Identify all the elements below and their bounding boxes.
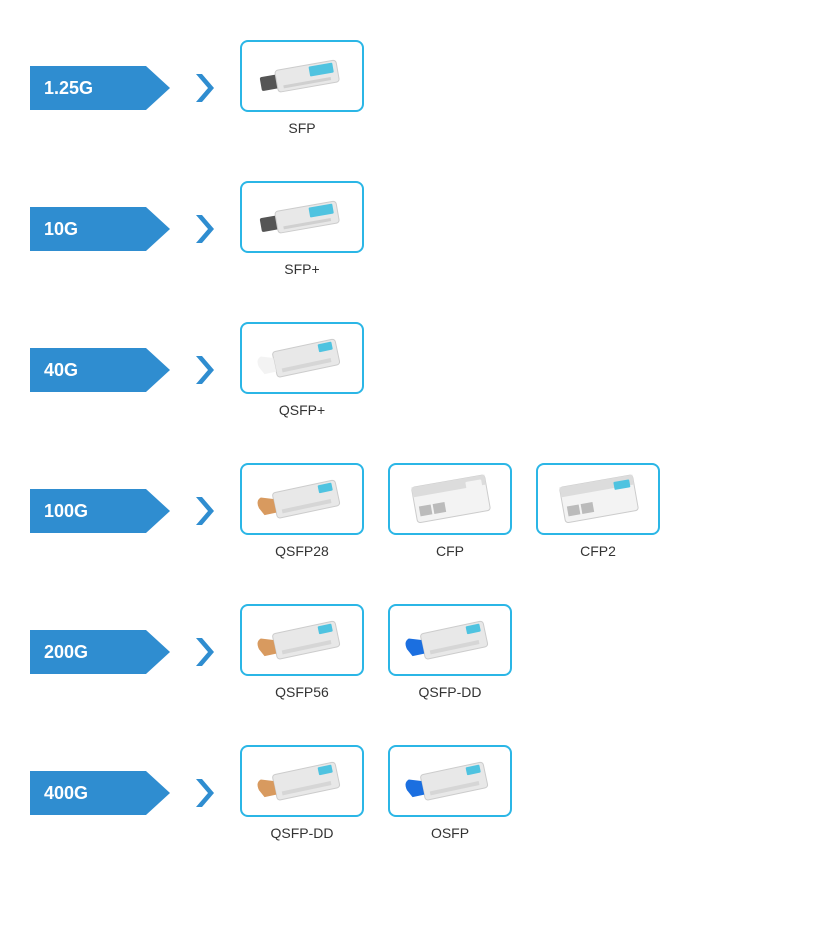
module-card: SFP+	[240, 181, 364, 277]
speed-label: 1.25G	[30, 78, 93, 99]
module-cards: SFP	[240, 40, 364, 136]
module-label: CFP	[436, 543, 464, 559]
chevron-right-icon	[188, 779, 222, 807]
speed-row: 400G QSFP-DD OSFP	[30, 745, 789, 841]
module-label: QSFP56	[275, 684, 329, 700]
module-label: CFP2	[580, 543, 616, 559]
speed-tag: 200G	[30, 630, 170, 674]
module-image	[388, 463, 512, 535]
transceiver-icon	[250, 614, 354, 666]
module-image	[240, 322, 364, 394]
module-cards: QSFP-DD OSFP	[240, 745, 512, 841]
transceiver-icon	[398, 755, 502, 807]
module-card: CFP2	[536, 463, 660, 559]
speed-tag: 40G	[30, 348, 170, 392]
transceiver-icon	[250, 332, 354, 384]
module-image	[240, 40, 364, 112]
module-label: QSFP-DD	[271, 825, 334, 841]
module-card: SFP	[240, 40, 364, 136]
chevron-right-icon	[188, 497, 222, 525]
speed-label: 40G	[30, 360, 78, 381]
speed-row: 200G QSFP56 QSFP-DD	[30, 604, 789, 700]
module-image	[240, 181, 364, 253]
speed-row: 10G SFP+	[30, 181, 789, 277]
speed-row: 1.25G SFP	[30, 40, 789, 136]
speed-tag: 400G	[30, 771, 170, 815]
transceiver-icon	[252, 52, 352, 100]
module-image	[240, 463, 364, 535]
module-image	[388, 604, 512, 676]
module-card: OSFP	[388, 745, 512, 841]
module-card: QSFP56	[240, 604, 364, 700]
module-label: SFP	[288, 120, 315, 136]
module-card: QSFP28	[240, 463, 364, 559]
chevron-right-icon	[188, 638, 222, 666]
transceiver-icon	[250, 473, 354, 525]
module-cards: QSFP56 QSFP-DD	[240, 604, 512, 700]
chevron-right-icon	[188, 356, 222, 384]
module-card: QSFP-DD	[388, 604, 512, 700]
module-image	[240, 604, 364, 676]
module-card: CFP	[388, 463, 512, 559]
speed-tag: 100G	[30, 489, 170, 533]
chevron-right-icon	[188, 215, 222, 243]
module-label: QSFP28	[275, 543, 329, 559]
module-label: QSFP-DD	[419, 684, 482, 700]
speed-tag: 10G	[30, 207, 170, 251]
module-card: QSFP-DD	[240, 745, 364, 841]
speed-row: 100G QSFP28 CFP	[30, 463, 789, 559]
transceiver-icon	[252, 193, 352, 241]
speed-row: 40G QSFP+	[30, 322, 789, 418]
transceiver-icon	[544, 471, 652, 527]
module-cards: SFP+	[240, 181, 364, 277]
module-cards: QSFP+	[240, 322, 364, 418]
module-label: SFP+	[284, 261, 319, 277]
module-label: OSFP	[431, 825, 469, 841]
module-cards: QSFP28 CFP CFP2	[240, 463, 660, 559]
transceiver-icon	[396, 471, 504, 527]
module-card: QSFP+	[240, 322, 364, 418]
speed-label: 200G	[30, 642, 88, 663]
speed-label: 100G	[30, 501, 88, 522]
chevron-right-icon	[188, 74, 222, 102]
module-label: QSFP+	[279, 402, 325, 418]
transceiver-icon	[398, 614, 502, 666]
module-image	[536, 463, 660, 535]
transceiver-icon	[250, 755, 354, 807]
module-image	[240, 745, 364, 817]
speed-tag: 1.25G	[30, 66, 170, 110]
speed-label: 10G	[30, 219, 78, 240]
speed-label: 400G	[30, 783, 88, 804]
module-image	[388, 745, 512, 817]
